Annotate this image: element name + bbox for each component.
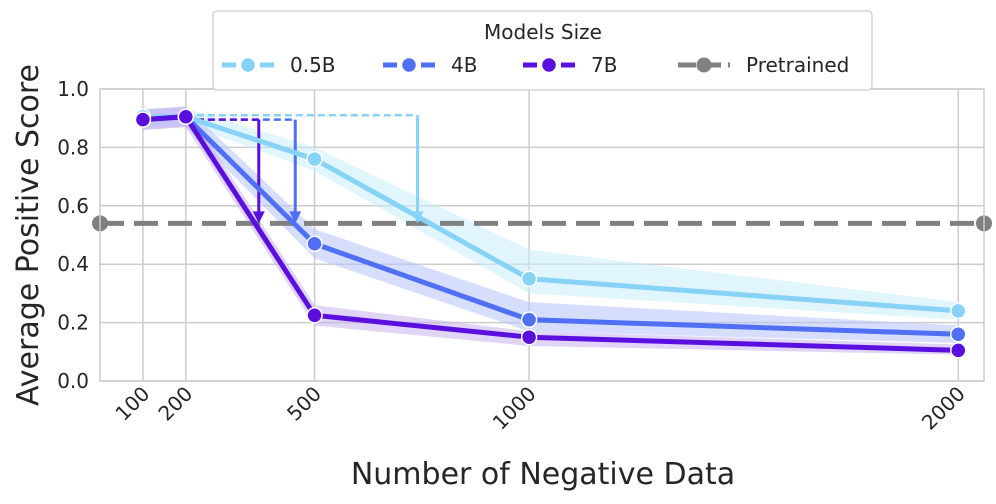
y-tick-label: 0.4 [57,252,89,276]
x-tick-label: 100 [110,382,154,426]
y-tick-label: 0.8 [57,135,89,159]
y-tick-label: 0.2 [57,311,89,335]
legend-title: Models Size [484,20,602,44]
y-tick-label: 0.0 [57,369,89,393]
data-point-7b [950,342,967,359]
legend-swatch-marker [239,56,257,74]
y-tick-label: 1.0 [57,77,89,101]
x-tick-label: 200 [153,382,197,426]
data-point-4b [306,235,323,253]
y-axis-title: Average Positive Score [11,64,46,406]
legend-label: Pretrained [746,53,849,77]
x-tick-label: 2000 [917,382,970,435]
threshold-arrows [185,114,424,224]
legend: Models Size 0.5B 4B 7B Pretrained [212,10,873,91]
data-point-4b [520,311,538,328]
data-point-7b [306,307,323,324]
legend-label: 7B [591,53,617,77]
data-point-7b [177,108,195,125]
data-point-7b [520,328,538,346]
x-tick-label: 1000 [488,382,541,435]
confidence-band-05b [142,107,959,320]
x-tick-label: 500 [282,382,326,426]
legend-swatch-marker [400,56,418,74]
data-point-7b [134,111,152,128]
legend-swatch-marker [696,57,712,73]
x-axis-title: Number of Negative Data [351,457,735,492]
legend-label: 0.5B [290,53,336,77]
data-point-4b [950,326,967,343]
data-point-05b [306,150,323,168]
legend-label: 4B [451,53,477,77]
pretrained-baseline [92,215,992,232]
annotation-arrow-head [252,211,265,224]
data-point-05b [520,270,538,288]
series-markers [134,108,967,359]
legend-swatch-marker [540,56,558,74]
y-tick-label: 0.6 [57,194,89,218]
data-point-05b [950,302,967,320]
annotation-arrow-head [289,211,302,224]
